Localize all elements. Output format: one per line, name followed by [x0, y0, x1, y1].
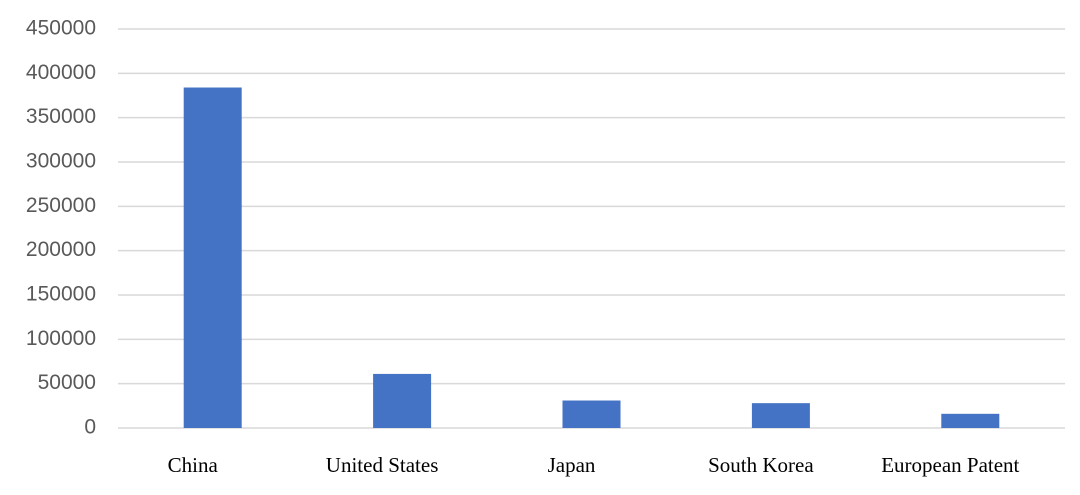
y-tick-label: 450000 [26, 17, 96, 40]
x-tick-label: United States [326, 453, 439, 477]
x-tick-label: South Korea [708, 453, 814, 477]
y-tick-label: 250000 [26, 194, 96, 217]
x-tick-label: European Patent [881, 453, 1019, 477]
y-tick-label: 150000 [26, 283, 96, 306]
y-tick-label: 50000 [38, 371, 96, 394]
x-tick-label: China [168, 453, 219, 477]
y-tick-label: 200000 [26, 238, 96, 261]
y-tick-label: 100000 [26, 327, 96, 350]
bar [373, 373, 432, 428]
bar [562, 400, 621, 428]
y-tick-label: 350000 [26, 105, 96, 128]
bar [183, 87, 242, 429]
bar [941, 413, 1000, 428]
bar [751, 403, 810, 428]
y-tick-label: 300000 [26, 150, 96, 173]
x-tick-label: Japan [548, 453, 596, 477]
y-tick-label: 400000 [26, 61, 96, 84]
y-tick-label: 0 [84, 416, 96, 439]
